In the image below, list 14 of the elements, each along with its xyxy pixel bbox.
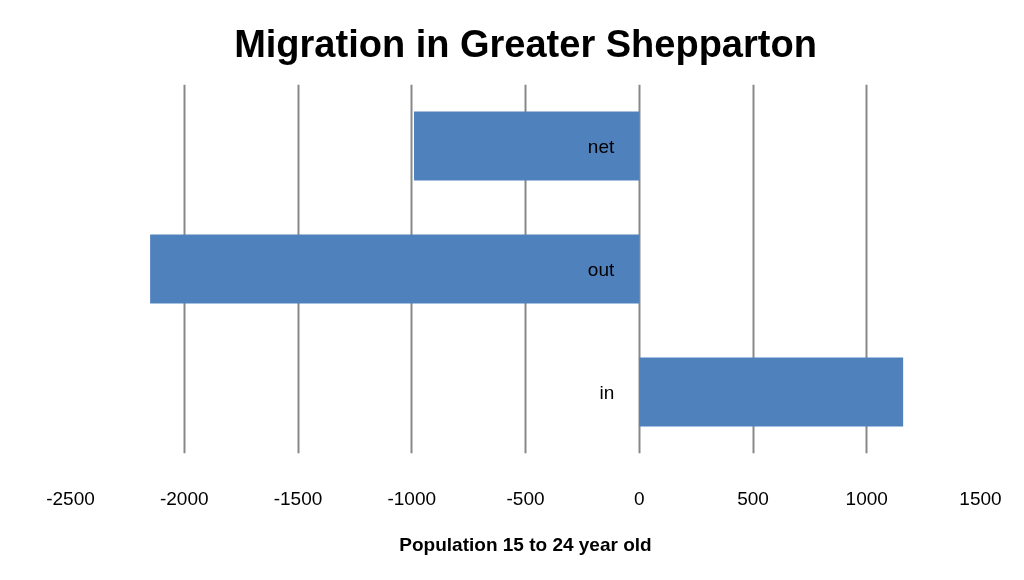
x-tick-label: 1000 [845, 487, 888, 509]
x-tick-label: -1000 [387, 487, 437, 509]
x-tick-label: -500 [506, 487, 545, 509]
x-tick-label: -2500 [46, 487, 95, 509]
x-tick-label: -2000 [159, 487, 209, 509]
x-axis-title: Population 15 to 24 year old [399, 533, 652, 555]
x-tick-label: -1500 [273, 487, 323, 509]
y-tick-label: net [587, 135, 615, 157]
x-tick-label: 1500 [959, 487, 1002, 509]
x-tick-label: 0 [633, 487, 645, 509]
y-tick-label: out [587, 258, 615, 280]
x-tick-label: 500 [737, 487, 769, 509]
chart-title: Migration in Greater Shepparton [234, 22, 817, 65]
y-tick-label: in [599, 381, 615, 403]
